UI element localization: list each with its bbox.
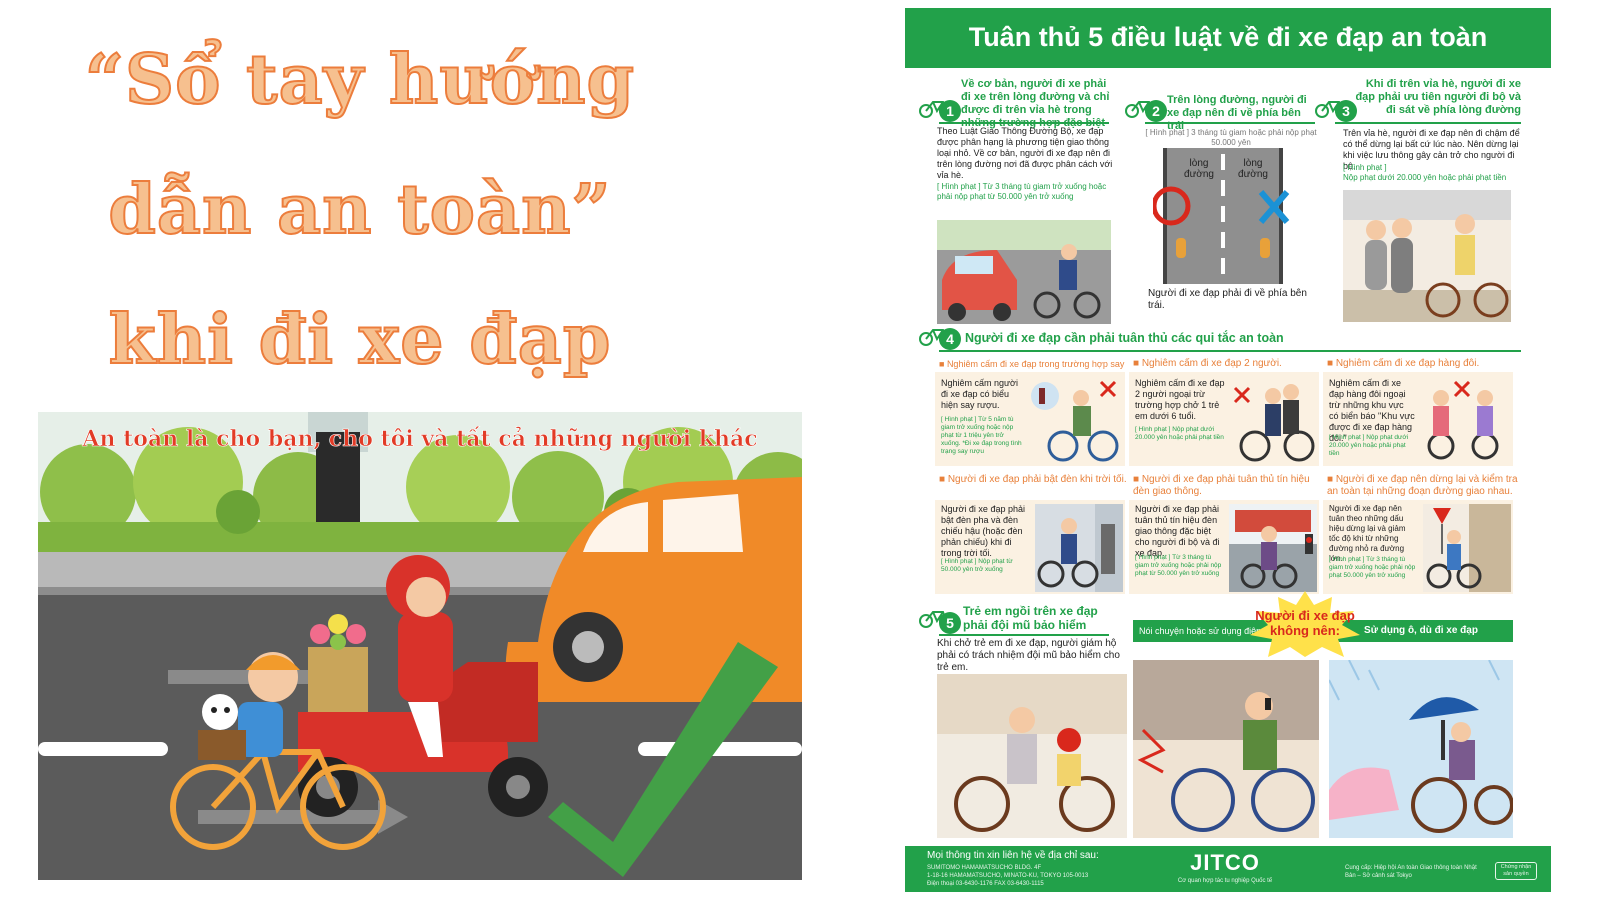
two-riders-illustration [1233, 384, 1315, 462]
rule-2-lane-diagram: lòng đường lòng đường [1153, 148, 1293, 284]
rule-4-item-5-penalty: [ Hình phạt ] Từ 3 tháng tù giam trở xuố… [1135, 554, 1222, 577]
dont-phone-illustration [1133, 660, 1319, 838]
warning-burst-icon [1250, 591, 1360, 657]
rule-1-number: 1 [939, 100, 961, 122]
rule-4-item-2-penalty: [ Hình phạt ] Nộp phạt dưới 20.000 yên h… [1135, 426, 1224, 441]
dont-burst-text: Người đi xe đạp không nên: [1255, 608, 1355, 638]
rule-4-item-2-body: Nghiêm cấm đi xe đạp 2 người ngoại trừ t… [1135, 378, 1225, 421]
jitco-logo: JITCO [1190, 850, 1260, 875]
sidewalk-pedestrians-illustration [1343, 190, 1511, 322]
rule-3-underline [1335, 122, 1521, 124]
rule-3-illustration [1343, 190, 1511, 322]
footer-address: 1-18-16 HAMAMATSUCHO, MINATO-KU, TOKYO 1… [927, 873, 1089, 879]
night-cyclist-illustration [1035, 504, 1123, 592]
rule-4-item-1: Nghiêm cấm người đi xe đạp có biểu hiện … [935, 372, 1125, 466]
rule-2-underline [1145, 122, 1315, 124]
rule-4-item-2: Nghiêm cấm đi xe đạp 2 người ngoại trừ t… [1129, 372, 1319, 466]
lane-label-left: lòng đường [1184, 158, 1214, 180]
cover-title-line-3: khi đi xe đạp [108, 299, 612, 381]
rule-5-heading: Trẻ em ngồi trên xe đạp phải đội mũ bảo … [963, 604, 1098, 632]
rule-4-item-1-body: Nghiêm cấm người đi xe đạp có biểu hiện … [941, 378, 1018, 410]
cover-slogan: An toàn là cho bạn, cho tôi và tất cả nh… [82, 426, 758, 453]
rule-4-item-3-body: Nghiêm cấm đi xe đạp hàng đôi ngoại trừ … [1329, 378, 1415, 443]
parent-child-helmet-illustration [937, 674, 1127, 832]
safety-poster: Tuân thủ 5 điều luật về đi xe đạp an toà… [905, 8, 1551, 892]
rule-1-underline [939, 122, 1109, 124]
dont-umbrella-label: Sử dụng ô, dù đi xe đạp [1329, 620, 1513, 642]
footer-phone: Điện thoại 03-6430-1176 FAX 03-6430-1115 [927, 881, 1044, 887]
rule-5-body: Khi chở trẻ em đi xe đạp, người giám hộ … [937, 638, 1120, 673]
rule-4-item-3-title: Nghiêm cấm đi xe đạp hàng đôi. [1327, 358, 1521, 370]
car-and-cyclist-illustration [937, 220, 1111, 324]
rule-3-penalty: Nộp phạt dưới 20.000 yên hoặc phải phạt … [1343, 173, 1507, 182]
rule-5-underline [939, 634, 1109, 636]
rule-4-item-5-title: Người đi xe đạp phải tuân thủ tín hiệu đ… [1133, 474, 1323, 498]
rule-2-number: 2 [1145, 100, 1167, 122]
dont-phone-label: Nói chuyện hoặc sử dụng điện thoại di độ… [1133, 620, 1279, 642]
footer-provider: Cung cấp: Hiệp hội An toàn Giao thông to… [1345, 865, 1477, 879]
rule-4-item-4: Người đi xe đạp phải bật đèn pha và đèn … [935, 500, 1125, 594]
phone-cyclist-illustration [1133, 660, 1319, 832]
cover-title-line-1: “Sổ tay hướng [84, 39, 636, 121]
rule-5-illustration [937, 674, 1127, 838]
road-lanes-diagram [1153, 148, 1293, 284]
poster-footer: Mọi thông tin xin liên hệ về địa chỉ sau… [905, 846, 1551, 892]
rule-3-penalty-label: [ Hình phạt ] [1343, 163, 1387, 172]
rule-1-body: Theo Luật Giao Thông Đường Bộ, xe đạp đư… [937, 126, 1113, 180]
rule-4-item-1-penalty: [ Hình phạt ] Từ 5 năm tù giam trở xuống… [941, 416, 1022, 455]
rule-4-underline [939, 350, 1521, 352]
cover-title-line-2: dẫn an toàn” [107, 169, 612, 251]
rule-4-item-4-penalty: [ Hình phạt ] Nộp phạt từ 50.000 yên trở… [941, 558, 1013, 573]
copyright-stamp: Chứng nhận sản quyền [1495, 862, 1537, 880]
cover-illustration: An toàn là cho bạn, cho tôi và tất cả nh… [38, 412, 802, 880]
rule-4-item-4-title: Người đi xe đạp phải bật đèn khi trời tố… [939, 474, 1129, 486]
footer-contact-label: Mọi thông tin xin liên hệ về địa chỉ sau… [927, 850, 1099, 861]
rule-3-heading: Khi đi trên vỉa hè, người đi xe đạp phải… [1355, 78, 1521, 116]
rule-4-item-6: Người đi xe đạp nên tuân theo những dấu … [1323, 500, 1513, 594]
poster-title: Tuân thủ 5 điều luật về đi xe đạp an toà… [968, 22, 1488, 52]
side-by-side-riders-illustration [1427, 380, 1499, 460]
rule-4-item-5: Người đi xe đạp phải tuân thủ tín hiệu đ… [1129, 500, 1319, 594]
rule-1-illustration [937, 220, 1111, 324]
rule-4-number: 4 [939, 328, 961, 350]
rule-4-item-4-body: Người đi xe đạp phải bật đèn pha và đèn … [941, 504, 1025, 558]
jitco-logo-subtitle: Cơ quan hợp tác tu nghiệp Quốc tế [1177, 878, 1273, 884]
intersection-stop-illustration [1423, 504, 1511, 592]
rule-4-item-6-body: Người đi xe đạp nên tuân theo những dấu … [1329, 504, 1406, 563]
rule-4-item-3: Nghiêm cấm đi xe đạp hàng đôi ngoại trừ … [1323, 372, 1513, 466]
poster-header: Tuân thủ 5 điều luật về đi xe đạp an toà… [905, 8, 1551, 68]
rule-1-penalty: [ Hình phạt ] Từ 3 tháng tù giam trở xuố… [937, 182, 1107, 201]
umbrella-cyclist-illustration [1329, 660, 1513, 833]
footer-building: SUMITOMO HAMAMATSUCHO BLDG. 4F [927, 865, 1042, 871]
street-scene-illustration [38, 412, 802, 880]
rule-4-item-2-title: Nghiêm cấm đi xe đạp 2 người. [1133, 358, 1323, 370]
drunk-cyclist-illustration [1031, 380, 1119, 462]
lane-label-right: lòng đường [1238, 158, 1268, 180]
traffic-light-cyclist-illustration [1229, 504, 1317, 592]
rule-4-item-3-penalty: [ Hình phạt ] Nộp phạt dưới 20.000 yên h… [1329, 434, 1409, 457]
rule-4-item-6-title: Người đi xe đạp nên dừng lại và kiểm tra… [1327, 474, 1521, 498]
rule-4-heading: Người đi xe đạp cần phải tuân thủ các qu… [965, 331, 1284, 345]
rule-3-body: Trên vỉa hè, người đi xe đạp nên đi chậm… [1343, 128, 1520, 171]
rule-2-penalty: [ Hình phạt ] 3 tháng tù giam hoặc phải … [1145, 128, 1317, 147]
rule-4-item-5-body: Người đi xe đạp phải tuân thủ tín hiệu đ… [1135, 504, 1220, 558]
dont-umbrella-illustration [1329, 660, 1513, 838]
rule-3-number: 3 [1335, 100, 1357, 122]
rule-2-caption: Người đi xe đạp phải đi về phía bên trái… [1148, 288, 1307, 311]
rule-4-item-6-penalty: [ Hình phạt ] Từ 3 tháng tù giam trở xuố… [1329, 556, 1416, 579]
rule-5-number: 5 [939, 612, 961, 634]
